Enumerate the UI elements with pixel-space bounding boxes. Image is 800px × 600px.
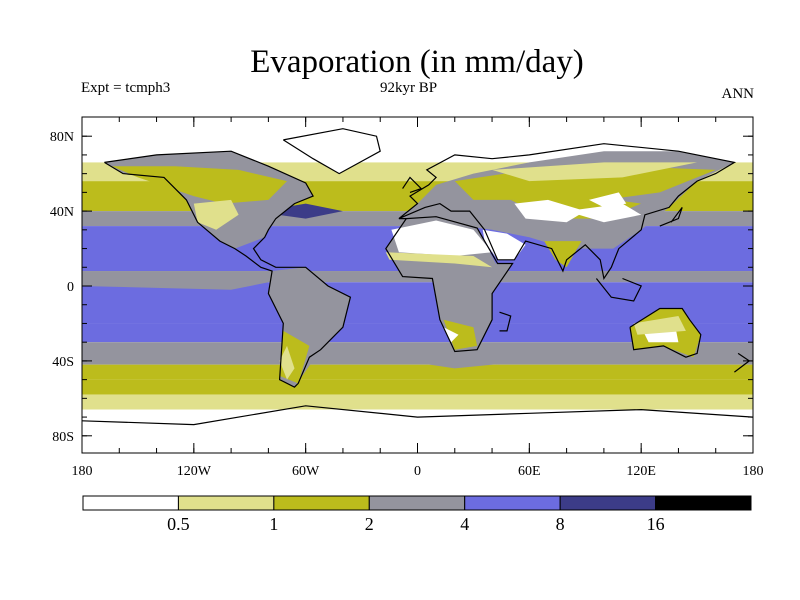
- lon-tick-label: 180: [72, 464, 93, 479]
- coastline: [402, 176, 423, 193]
- lat-tick-label: 40N: [50, 205, 74, 220]
- field-band: [82, 323, 753, 343]
- lat-tick-label: 40S: [52, 355, 74, 370]
- colorbar-swatch: [273, 495, 370, 511]
- land-region: [492, 162, 698, 182]
- colorbar: 0.5 1 2 4 8 16: [82, 495, 752, 534]
- lat-tick-label: 80S: [52, 430, 74, 445]
- land-region: [589, 192, 627, 208]
- colorbar-swatch: [177, 495, 275, 511]
- land-region: [391, 220, 493, 256]
- field-band: [82, 379, 753, 395]
- coastline: [499, 311, 512, 332]
- field-region: [82, 274, 269, 290]
- lon-tick-label: 60W: [292, 464, 320, 479]
- experiment-label: Expt = tcmph3: [81, 80, 171, 96]
- lon-tick-label: 120W: [177, 464, 212, 479]
- coastline: [398, 143, 737, 281]
- colorbar-label: 16: [647, 514, 665, 534]
- land-region: [566, 203, 642, 223]
- lat-tick-label: 80N: [50, 130, 74, 145]
- coastline: [104, 150, 352, 388]
- map-ticks: [81, 117, 754, 453]
- coastline: [385, 216, 514, 353]
- land-region: [633, 316, 686, 335]
- land-region: [385, 252, 493, 268]
- lat-tick-label: 0: [67, 280, 74, 295]
- field-region: [454, 301, 623, 320]
- land-region: [544, 241, 582, 268]
- coastline: [629, 307, 702, 358]
- field-region: [380, 345, 530, 369]
- colorbar-label: 1: [269, 514, 278, 534]
- period-label: 92kyr BP: [380, 80, 438, 96]
- coastline: [282, 128, 381, 175]
- colorbar-swatch: [559, 495, 657, 511]
- colorbar-label: 0.5: [167, 514, 190, 534]
- land-region: [443, 319, 478, 350]
- axis-labels: 80N 40N 0 40S 80S 180 120W 60W 0 60E 120E 180: [50, 130, 764, 479]
- coastlines: [82, 128, 753, 426]
- map-title: Evaporation (in mm/day): [250, 44, 584, 80]
- field-region: [277, 203, 343, 219]
- map-field: [82, 117, 753, 453]
- colorbar-label: 4: [460, 514, 469, 534]
- season-label: ANN: [721, 86, 755, 102]
- land-region: [279, 345, 295, 380]
- land-region: [193, 199, 239, 230]
- colorbar-swatch: [82, 495, 179, 511]
- lon-tick-label: 120E: [626, 464, 656, 479]
- colorbar-swatch: [655, 495, 752, 511]
- colorbar-swatch: [464, 495, 561, 511]
- lon-tick-label: 0: [414, 464, 421, 479]
- coastline: [659, 207, 683, 227]
- colorbar-label: 8: [556, 514, 565, 534]
- field-band: [82, 394, 753, 410]
- land-region: [514, 199, 586, 223]
- field-band: [82, 364, 753, 380]
- field-region: [82, 289, 250, 309]
- lon-tick-label: 180: [743, 464, 764, 479]
- land-region: [111, 166, 287, 204]
- land-region: [443, 327, 459, 343]
- land-region: [82, 409, 753, 453]
- coastline: [82, 405, 753, 426]
- colorbar-swatch: [368, 495, 466, 511]
- coastline: [595, 277, 643, 302]
- colorbar-label: 2: [365, 514, 374, 534]
- lon-tick-label: 60E: [518, 464, 541, 479]
- land-region: [283, 128, 381, 174]
- land-region: [482, 229, 526, 260]
